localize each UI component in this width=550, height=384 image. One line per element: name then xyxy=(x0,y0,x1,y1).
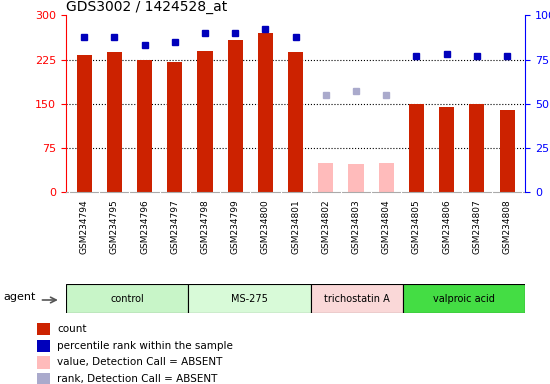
Text: GSM234805: GSM234805 xyxy=(412,199,421,254)
Text: GSM234801: GSM234801 xyxy=(291,199,300,254)
Bar xyxy=(258,33,273,192)
Bar xyxy=(37,356,50,369)
Text: agent: agent xyxy=(3,292,36,302)
Bar xyxy=(37,323,50,335)
Text: MS-275: MS-275 xyxy=(231,293,268,304)
Bar xyxy=(189,284,311,313)
Text: trichostatin A: trichostatin A xyxy=(324,293,390,304)
Text: control: control xyxy=(111,293,144,304)
Bar xyxy=(37,340,50,352)
Bar xyxy=(409,104,424,192)
Text: GSM234803: GSM234803 xyxy=(351,199,361,254)
Bar xyxy=(499,109,515,192)
Bar xyxy=(288,52,303,192)
Text: GSM234795: GSM234795 xyxy=(110,199,119,254)
Bar xyxy=(66,284,189,313)
Text: GSM234799: GSM234799 xyxy=(230,199,240,254)
Bar xyxy=(197,51,212,192)
Text: GSM234800: GSM234800 xyxy=(261,199,270,254)
Bar xyxy=(349,164,364,192)
Bar xyxy=(167,63,182,192)
Bar xyxy=(76,55,92,192)
Bar xyxy=(107,53,122,192)
Text: GSM234796: GSM234796 xyxy=(140,199,149,254)
Text: valproic acid: valproic acid xyxy=(433,293,495,304)
Text: percentile rank within the sample: percentile rank within the sample xyxy=(57,341,233,351)
Bar xyxy=(137,60,152,192)
Bar xyxy=(37,373,50,384)
Text: GSM234806: GSM234806 xyxy=(442,199,451,254)
Text: GSM234808: GSM234808 xyxy=(503,199,512,254)
Bar xyxy=(469,104,485,192)
Text: value, Detection Call = ABSENT: value, Detection Call = ABSENT xyxy=(57,358,223,367)
Text: GSM234798: GSM234798 xyxy=(201,199,210,254)
Text: GSM234797: GSM234797 xyxy=(170,199,179,254)
Bar xyxy=(439,107,454,192)
Bar xyxy=(403,284,525,313)
Text: GDS3002 / 1424528_at: GDS3002 / 1424528_at xyxy=(66,0,227,14)
Bar xyxy=(379,162,394,192)
Text: count: count xyxy=(57,324,87,334)
Bar xyxy=(228,40,243,192)
Text: rank, Detection Call = ABSENT: rank, Detection Call = ABSENT xyxy=(57,374,218,384)
Text: GSM234807: GSM234807 xyxy=(472,199,481,254)
Text: GSM234794: GSM234794 xyxy=(80,199,89,254)
Bar xyxy=(311,284,403,313)
Text: GSM234804: GSM234804 xyxy=(382,199,390,254)
Text: GSM234802: GSM234802 xyxy=(321,199,331,254)
Bar xyxy=(318,162,333,192)
